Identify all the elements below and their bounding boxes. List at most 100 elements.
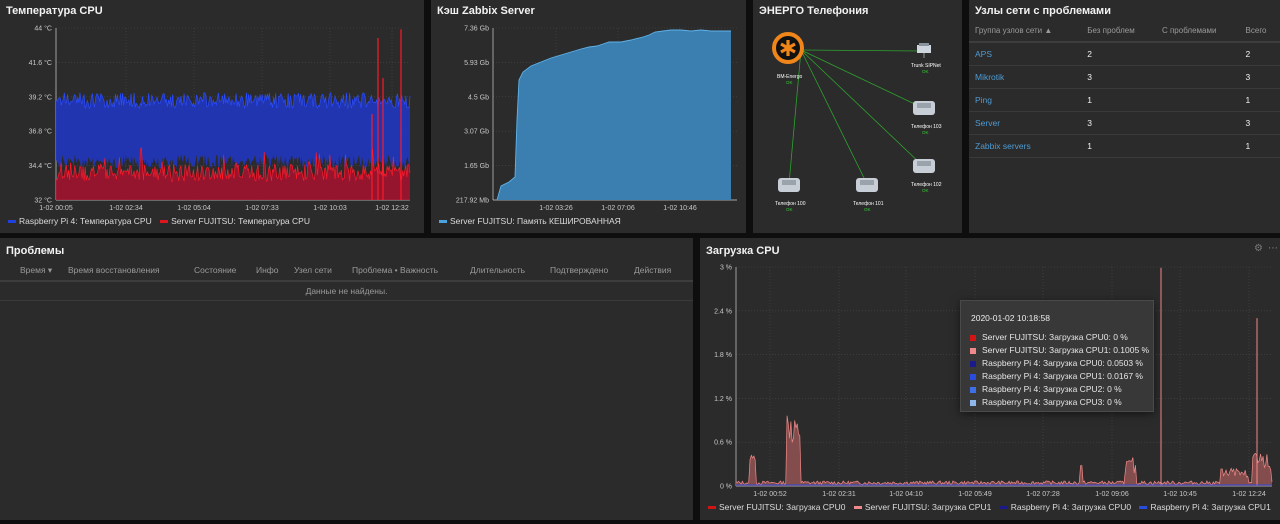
tooltip-row-label: Raspberry Pi 4: Загрузка CPU3: 0 %: [982, 397, 1122, 407]
node-label-phone-100: Телефон 100: [775, 201, 806, 207]
more-options-icon[interactable]: ⋯: [1268, 243, 1278, 254]
hostgroup-link[interactable]: APS: [969, 42, 1082, 66]
column-header[interactable]: Время ▾: [20, 265, 53, 275]
node-status: OK: [786, 80, 793, 85]
table-cell: [1155, 88, 1240, 112]
x-tick-label: 1-02 02:31: [822, 491, 856, 498]
tooltip-row-label: Raspberry Pi 4: Загрузка CPU2: 0 %: [982, 384, 1122, 394]
y-tick-label: 44 °C: [34, 25, 52, 33]
y-tick-label: 34.4 °C: [29, 162, 52, 170]
x-tick-label: 1-02 10:46: [663, 205, 697, 212]
column-header-group[interactable]: Группа узлов сети ▲: [969, 20, 1082, 43]
problems-table-header: Время ▾ Время восстановления Состояние Инфо…: [0, 264, 693, 282]
hostgroup-link[interactable]: Mikrotik: [969, 65, 1082, 89]
column-header: Состояние: [194, 265, 237, 275]
y-tick-label: 3.07 Gb: [464, 129, 489, 136]
legend-fujitsu-cpu0: Server FUJITSU: Загрузка CPU0: [719, 502, 846, 512]
widget-zabbix-cache: Кэш Zabbix Server 7.36 Gb 5.93 Gb 4.5 Gb 3.…: [431, 0, 746, 233]
x-tick-label: 1-02 04:10: [889, 491, 923, 498]
widget-title: ЭНЕРГО Телефония: [759, 5, 869, 17]
phone-icon[interactable]: [913, 159, 935, 173]
y-tick-label: 0.6 %: [714, 440, 732, 447]
x-tick-label: 1-02 09:06: [1095, 491, 1129, 498]
x-tick-label: 1-02 12:24: [1232, 491, 1266, 498]
table-cell: 1: [1239, 134, 1280, 158]
hostgroup-link[interactable]: Ping: [969, 88, 1082, 112]
x-tick-label: 1-02 00:05: [39, 205, 73, 212]
y-tick-label: 1.2 %: [714, 396, 732, 403]
table-cell: 3: [1081, 111, 1156, 135]
fujitsu-temp-line: [55, 147, 411, 182]
y-tick-label: 5.93 Gb: [464, 60, 489, 67]
table-row: Ping 1 1: [969, 88, 1280, 112]
widget-problems: Проблемы Время ▾ Время восстановления Сост…: [0, 238, 693, 520]
cache-line: [496, 29, 731, 201]
tooltip-row-label: Server FUJITSU: Загрузка CPU0: 0 %: [982, 332, 1128, 342]
zabbix-cache-graph[interactable]: 7.36 Gb 5.93 Gb 4.5 Gb 3.07 Gb 1.65 Gb 217.92…: [431, 0, 746, 233]
tooltip-row: Raspberry Pi 4: Загрузка CPU1: 0.0167 %: [970, 371, 1143, 381]
y-tick-label: 4.5 Gb: [468, 94, 489, 101]
raspberry-temp-band: [56, 92, 410, 169]
legend-raspberry-cpu0: Raspberry Pi 4: Загрузка CPU0: [1010, 502, 1132, 512]
graph-hint-tooltip: 2020-01-02 10:18:58 Server FUJITSU: Загр…: [960, 300, 1154, 412]
asterisk-server-icon[interactable]: [772, 32, 804, 64]
column-header: Подтверждено: [550, 265, 609, 275]
fujitsu-cpu1-area: [736, 415, 1272, 486]
phone-icon[interactable]: [913, 101, 935, 115]
tooltip-row-label: Raspberry Pi 4: Загрузка CPU1: 0.0167 %: [982, 371, 1143, 381]
network-map: BM-Energo OK Trunk SIPNet OK Телефон 103…: [772, 32, 942, 212]
column-header: Длительность: [470, 265, 526, 275]
column-header: Узел сети: [294, 265, 332, 275]
x-tick-label: 1-02 05:04: [177, 205, 211, 212]
cpu-temperature-graph[interactable]: 44 °C41.6 °C39.2 °C36.8 °C34.4 °C32 °C1-…: [0, 0, 424, 233]
tooltip-row-label: Raspberry Pi 4: Загрузка CPU0: 0.0503 %: [982, 358, 1143, 368]
table-row: Mikrotik 3 3: [969, 65, 1280, 89]
x-tick-label: 1-02 05:49: [958, 491, 992, 498]
table-cell: 1: [1081, 134, 1156, 158]
legend-raspberry-cpu1: Raspberry Pi 4: Загрузка CPU1: [1150, 502, 1271, 512]
table-row: APS 2 2: [969, 42, 1280, 66]
widget-hostgroups-problems: Узлы сети с проблемами Группа узлов сети…: [969, 0, 1280, 233]
table-cell: 3: [1239, 65, 1280, 89]
hostgroup-link[interactable]: Server: [969, 111, 1082, 135]
table-cell: 3: [1239, 111, 1280, 135]
hostgroup-link[interactable]: Zabbix servers: [969, 134, 1082, 158]
widget-energo-map: ЭНЕРГО Телефония BM-Energo OK Trunk SIPN…: [753, 0, 962, 233]
tooltip-row: Raspberry Pi 4: Загрузка CPU2: 0 %: [970, 384, 1122, 394]
widget-title: Загрузка CPU: [706, 245, 780, 257]
widget-title: Проблемы: [6, 245, 65, 257]
widget-cpu-temperature: Температура CPU 44 °C 41.6 °C 39.2 °C 36.8 …: [0, 0, 424, 233]
legend-fujitsu-cpu1: Server FUJITSU: Загрузка CPU1: [864, 502, 992, 512]
y-tick-label: 2.4 %: [714, 308, 732, 315]
column-header-total: Всего: [1239, 20, 1280, 43]
node-label-phone-102: Телефон 102: [911, 182, 942, 188]
column-header-without-problems: Без проблем: [1081, 20, 1156, 43]
x-tick-label: 1-02 10:45: [1163, 491, 1197, 498]
fujitsu-temp-area: [56, 147, 410, 200]
table-cell: 3: [1081, 65, 1156, 89]
y-tick-label: 1.65 Gb: [464, 163, 489, 170]
x-tick-label: 1-02 03:26: [539, 205, 573, 212]
x-tick-label: 1-02 07:33: [245, 205, 279, 212]
tooltip-row: Raspberry Pi 4: Загрузка CPU0: 0.0503 %: [970, 358, 1143, 368]
widget-title: Температура CPU: [6, 5, 103, 17]
x-tick-label: 1-02 12:32: [375, 205, 409, 212]
tooltip-row-label: Server FUJITSU: Загрузка CPU1: 0.1005 %: [982, 345, 1150, 355]
y-tick-label: 36.8 °C: [29, 128, 52, 136]
legend-raspberry: Raspberry Pi 4: Температура CPU: [19, 216, 152, 226]
table-cell: 1: [1239, 88, 1280, 112]
column-header: Действия: [634, 265, 672, 275]
phone-icon[interactable]: [778, 178, 800, 192]
gear-icon[interactable]: ⚙: [1254, 243, 1263, 254]
node-status: OK: [922, 188, 929, 193]
column-header: Инфо: [256, 265, 279, 275]
column-header: Проблема • Важность: [352, 265, 439, 275]
widget-title: Кэш Zabbix Server: [437, 5, 535, 17]
node-status: OK: [864, 207, 871, 212]
node-status: OK: [786, 207, 793, 212]
trunk-icon[interactable]: [917, 43, 931, 58]
phone-icon[interactable]: [856, 178, 878, 192]
node-label-trunk: Trunk SIPNet: [911, 63, 941, 69]
x-tick-label: 1-02 02:34: [109, 205, 143, 212]
widget-title: Узлы сети с проблемами: [975, 5, 1111, 17]
